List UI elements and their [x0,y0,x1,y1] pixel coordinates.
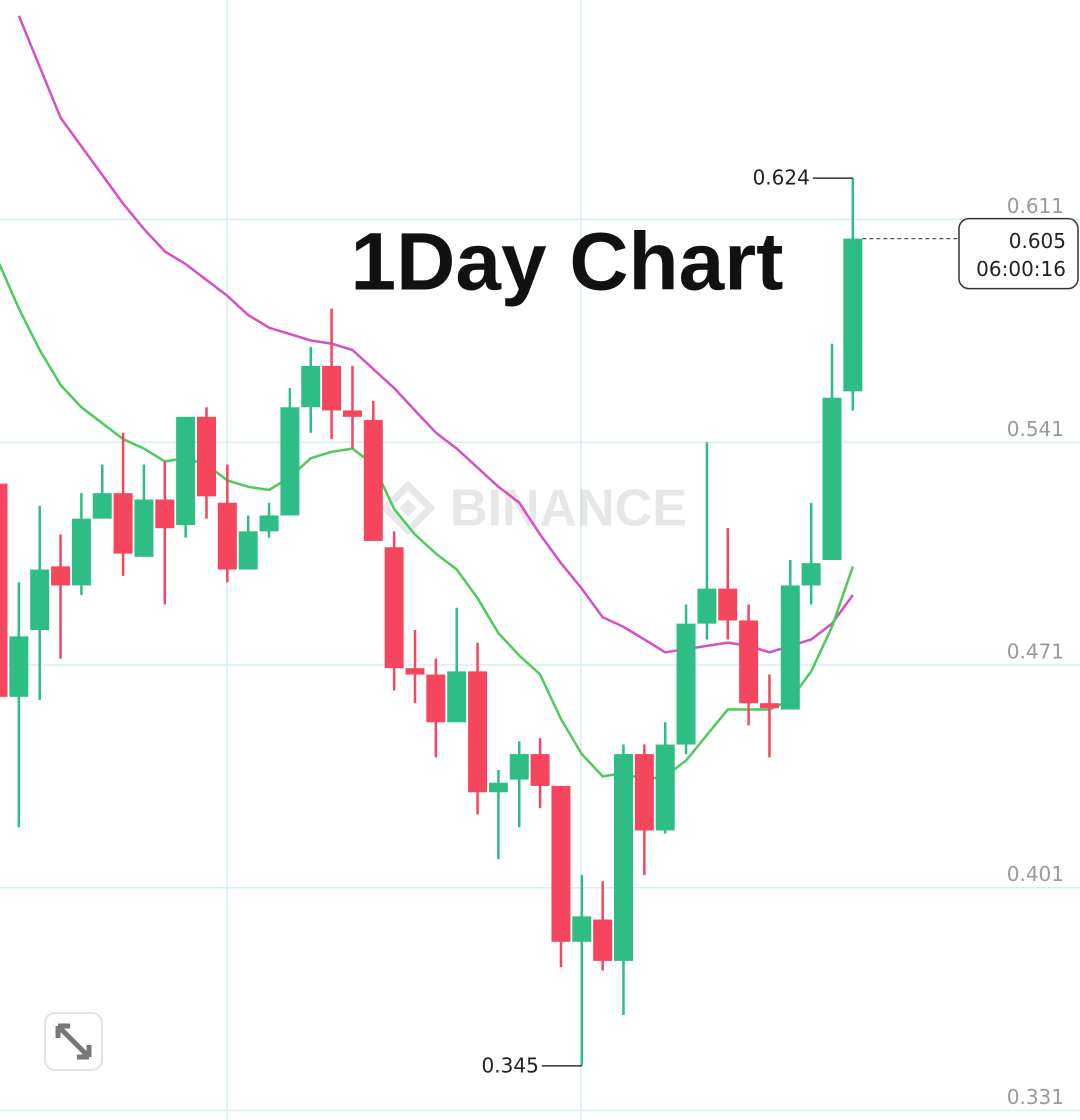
candle-body [217,502,237,570]
high-label: 0.624 [753,166,810,190]
last-price-box [958,217,1079,290]
candle-body [718,588,738,621]
candle-body [614,754,633,961]
candle-body [259,515,279,532]
candle-body [405,668,425,675]
y-tick-label: 0.401 [1007,862,1064,886]
candle-body [801,563,821,586]
candle-body [71,518,91,586]
candle-body [843,238,863,392]
candle-body [384,547,404,669]
candle-body [551,785,571,942]
watermark-logo [380,480,436,536]
candle-body [9,636,29,697]
candle-body [197,416,216,497]
candle-body [655,744,675,831]
labels: 0.331 0.401 0.471 0.541 0.611 0.624 0.345 0.605… [482,166,1079,1109]
low-label: 0.345 [482,1053,539,1077]
candle-body [51,566,71,586]
candle-body [280,407,300,516]
countdown-label: 06:00:16 [976,257,1066,281]
watermark-text: BINANCE [450,480,687,538]
candle-body [572,916,592,942]
candle-body [488,782,508,793]
candle-body [676,623,696,745]
candle-body [593,919,613,961]
candle-body [363,420,383,541]
moving-average-line [17,15,854,654]
candle-body [238,531,258,570]
candle-body [0,483,8,697]
candle-body [342,410,362,417]
candle-body [155,499,175,529]
candle-body [113,493,133,554]
candle-body [780,585,800,710]
moving-averages [0,15,855,781]
y-tick-label: 0.471 [1007,640,1064,664]
candle-body [509,754,529,780]
chart-title: 1Day Chart [351,217,784,308]
y-tick-label: 0.331 [1007,1085,1064,1109]
candle-body [759,703,779,709]
candle-body [176,416,196,525]
last-price-label: 0.605 [1009,229,1066,253]
candle-body [530,754,550,786]
candle-body [30,569,50,630]
candle-body [697,588,717,624]
y-tick-label: 0.541 [1007,417,1064,441]
candle-body [468,671,488,793]
fullscreen-button[interactable] [44,1012,103,1071]
candle-body [634,754,654,831]
candle-body [322,365,342,411]
moving-average-line [0,262,855,781]
candle-body [447,671,467,723]
watermark: BINANCE [380,480,687,538]
candles [0,178,863,1066]
grid [0,218,1080,1112]
candle-body [134,499,154,557]
candle-body [301,365,321,408]
candle-body [92,493,112,519]
candle-body [822,397,842,560]
candle-body [426,674,446,723]
y-tick-label: 0.611 [1007,194,1064,218]
candle-body [739,620,759,704]
